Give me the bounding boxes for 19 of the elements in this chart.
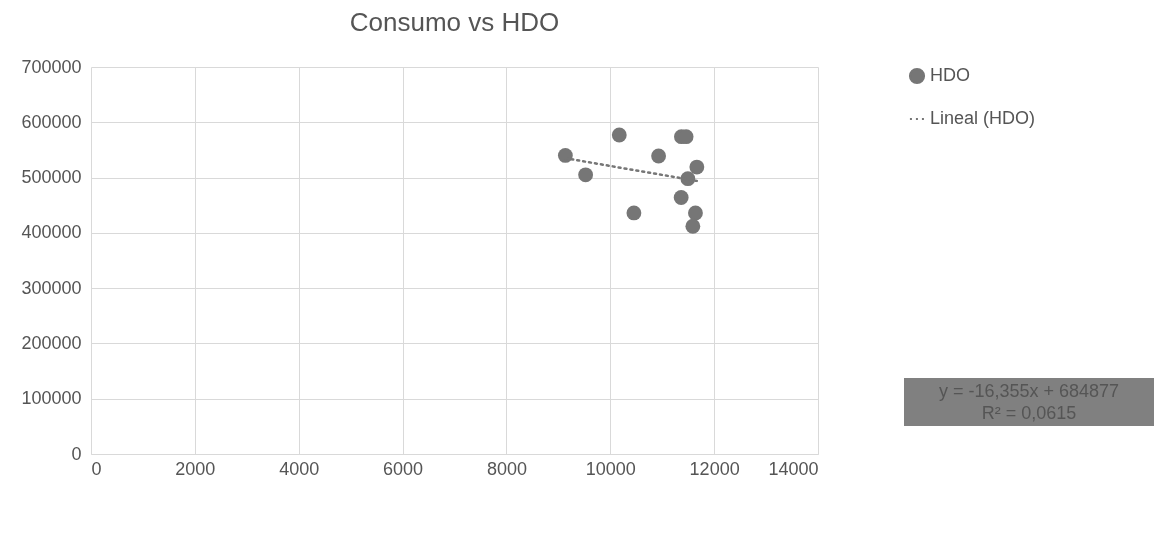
x-tick-label: 0 [91,458,102,479]
y-tick-label: 0 [71,443,82,464]
y-tick-label: 700000 [21,56,82,77]
chart-title: Consumo vs HDO [349,7,560,37]
x-tick-label: 12000 [689,458,740,479]
x-tick-label: 2000 [175,458,216,479]
y-tick-label: 600000 [21,111,82,132]
x-tick-label: 8000 [486,458,527,479]
legend-label: Lineal (HDO) [930,108,1036,128]
y-tick-label: 300000 [21,277,82,298]
legend-label: HDO [930,65,970,85]
y-tick-label: 100000 [21,388,82,409]
x-tick-label: 10000 [585,458,636,479]
x-tick-label: 6000 [383,458,424,479]
x-tick-label: 4000 [279,458,320,479]
y-tick-label: 400000 [21,222,82,243]
y-tick-label: 500000 [21,167,82,188]
y-tick-label: 200000 [21,332,82,353]
x-tick-label: 14000 [768,458,819,479]
